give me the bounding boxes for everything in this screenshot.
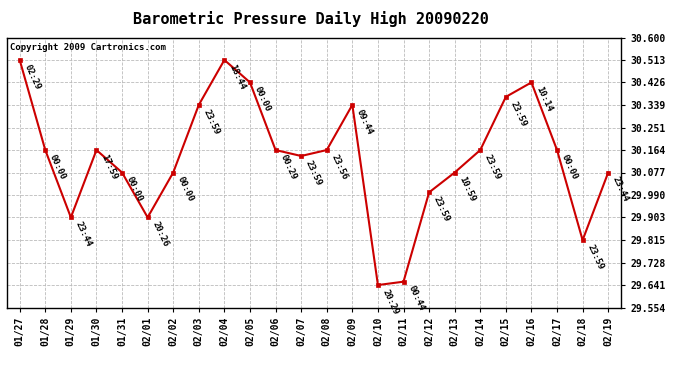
Text: 00:00: 00:00 [125, 175, 144, 204]
Text: 00:44: 00:44 [406, 285, 426, 313]
Text: 10:14: 10:14 [534, 85, 554, 113]
Text: Barometric Pressure Daily High 20090220: Barometric Pressure Daily High 20090220 [132, 11, 489, 27]
Text: 23:44: 23:44 [611, 175, 631, 204]
Text: 02:29: 02:29 [23, 63, 42, 91]
Text: 20:26: 20:26 [150, 220, 170, 248]
Text: 23:59: 23:59 [304, 159, 324, 187]
Text: 20:29: 20:29 [381, 288, 400, 316]
Text: 17:59: 17:59 [99, 153, 119, 181]
Text: 23:59: 23:59 [201, 108, 221, 136]
Text: 23:59: 23:59 [432, 195, 451, 223]
Text: 18:44: 18:44 [227, 63, 247, 91]
Text: 10:59: 10:59 [457, 175, 477, 204]
Text: 00:00: 00:00 [253, 85, 273, 113]
Text: 23:59: 23:59 [509, 100, 528, 128]
Text: 23:56: 23:56 [330, 153, 349, 181]
Text: 00:00: 00:00 [48, 153, 68, 181]
Text: 23:59: 23:59 [483, 153, 502, 181]
Text: Copyright 2009 Cartronics.com: Copyright 2009 Cartronics.com [10, 43, 166, 52]
Text: 23:59: 23:59 [585, 243, 605, 271]
Text: 09:44: 09:44 [355, 108, 375, 136]
Text: 00:29: 00:29 [278, 153, 298, 181]
Text: 00:00: 00:00 [560, 153, 580, 181]
Text: 23:44: 23:44 [74, 220, 93, 248]
Text: 00:00: 00:00 [176, 175, 195, 204]
